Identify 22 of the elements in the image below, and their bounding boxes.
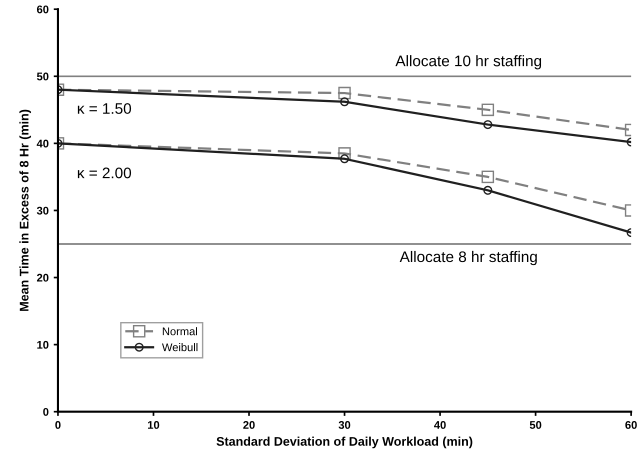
y-tick-label: 60 (36, 5, 48, 14)
y-tick-label: 30 (36, 206, 48, 215)
x-tick-label: 40 (434, 421, 446, 429)
annotation: κ = 2.00 (78, 168, 132, 178)
y-tick-label: 50 (36, 72, 48, 80)
x-tick-label: 50 (530, 421, 542, 429)
x-axis-title: Standard Deviation of Daily Workload (min) (216, 436, 472, 448)
y-axis-title: Mean Time in Excess of 8 Hr (min) (19, 110, 32, 311)
x-tick-label: 60 (625, 421, 637, 429)
x-tick-label: 30 (338, 421, 350, 429)
legend-label: Weibull (162, 343, 198, 352)
ref-line-label: Allocate 8 hr staffing (400, 250, 537, 266)
ref-line-label: Allocate 10 hr staffing (395, 55, 542, 70)
y-tick-label: 0 (43, 408, 48, 416)
x-tick-label: 10 (148, 421, 160, 429)
annotation: κ = 1.50 (78, 103, 132, 114)
x-tick-label: 0 (55, 421, 61, 429)
y-tick-label: 20 (36, 274, 48, 282)
y-tick-label: 40 (36, 140, 48, 148)
x-tick-label: 20 (243, 421, 255, 429)
y-tick-label: 10 (37, 340, 48, 349)
legend-label: Normal (162, 327, 198, 336)
